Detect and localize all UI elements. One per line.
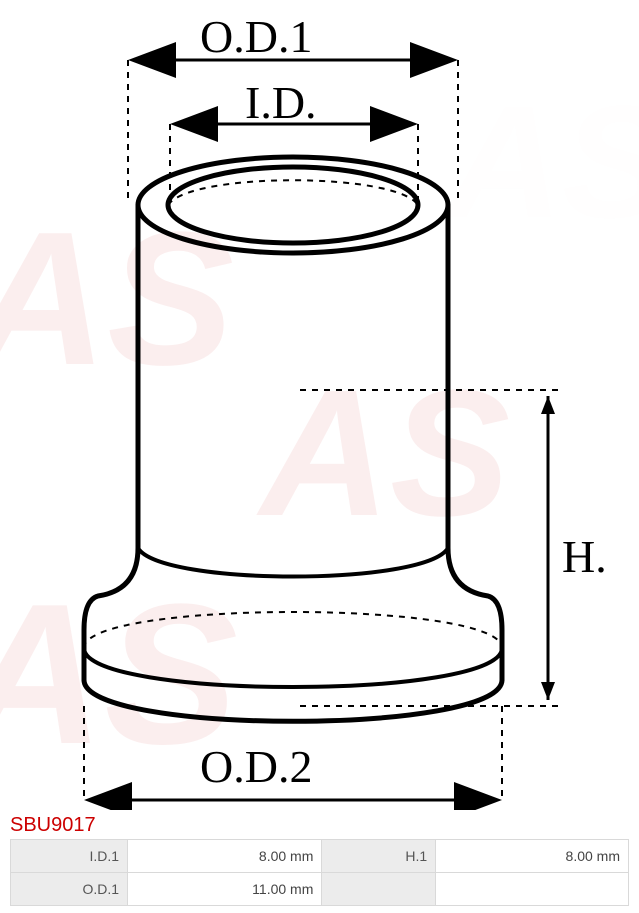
part-code-label: SBU9017	[0, 810, 639, 839]
technical-diagram: AS AS AS AS	[0, 0, 639, 810]
spec-table: I.D.1 8.00 mm H.1 8.00 mm O.D.1 11.00 mm	[10, 839, 629, 906]
spec-label: H.1	[322, 840, 436, 873]
spec-value: 8.00 mm	[128, 840, 322, 873]
table-row: O.D.1 11.00 mm	[11, 873, 629, 906]
spec-label: O.D.1	[11, 873, 128, 906]
spec-value: 11.00 mm	[128, 873, 322, 906]
spec-value	[436, 873, 629, 906]
spec-label: I.D.1	[11, 840, 128, 873]
table-row: I.D.1 8.00 mm H.1 8.00 mm	[11, 840, 629, 873]
bushing-drawing	[0, 0, 639, 810]
spec-value: 8.00 mm	[436, 840, 629, 873]
spec-label	[322, 873, 436, 906]
